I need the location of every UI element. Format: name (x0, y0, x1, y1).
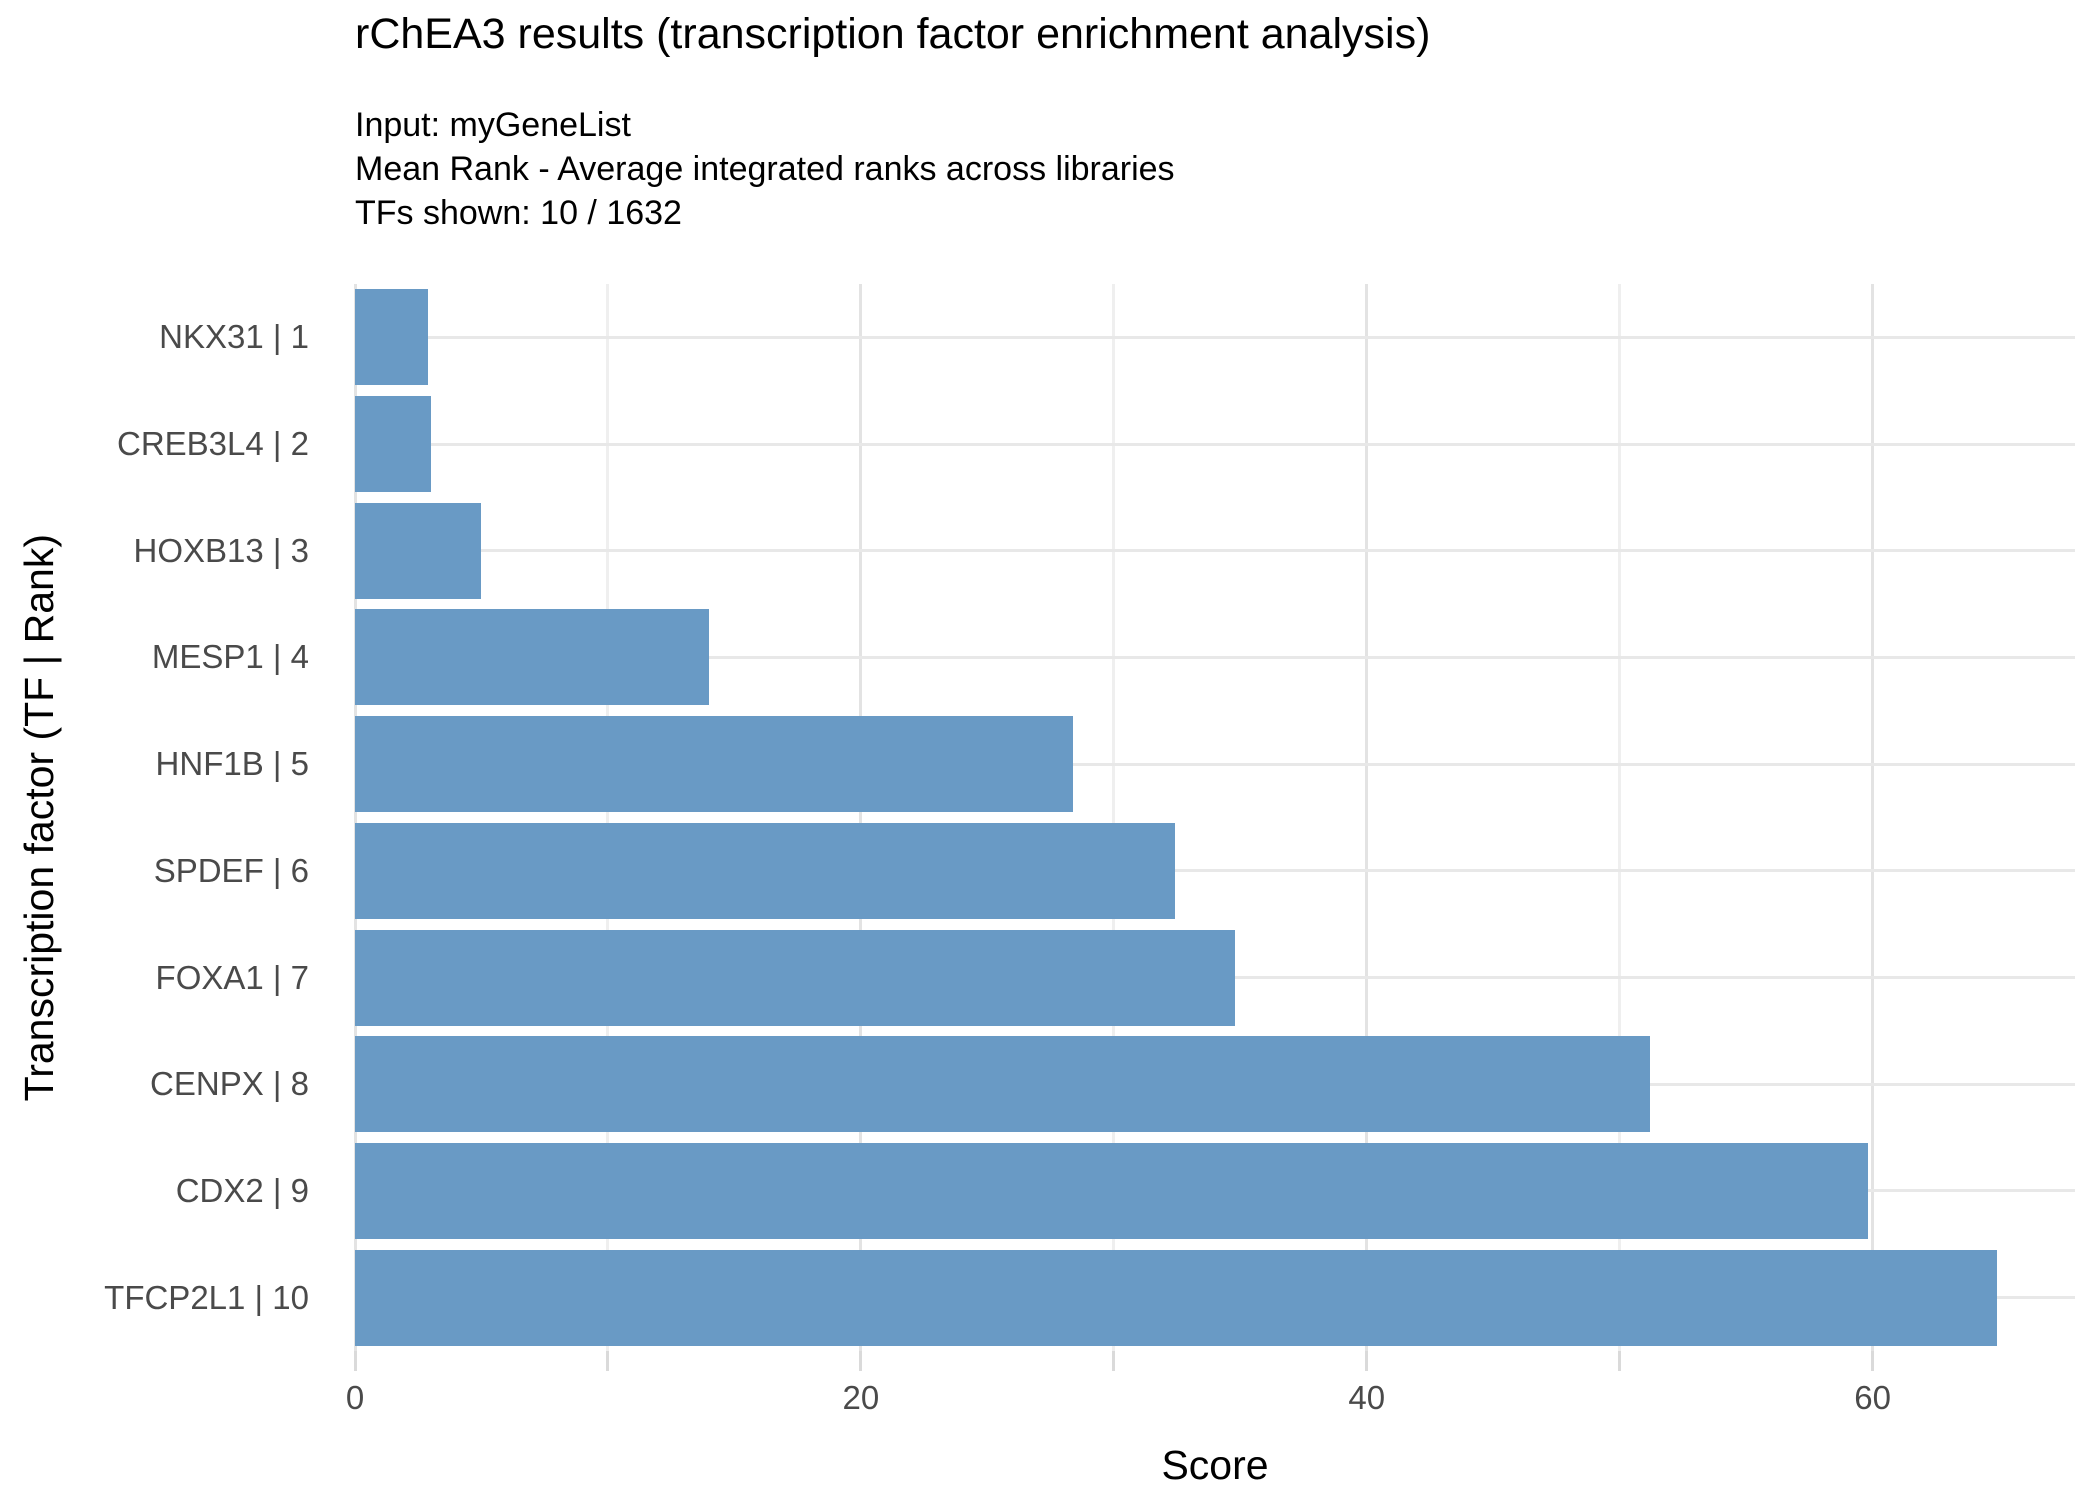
y-tick-label-row: NKX31 | 1 (0, 284, 333, 391)
y-tick-label-row: SPDEF | 6 (0, 818, 333, 925)
y-tick-label: NKX31 | 1 (159, 318, 309, 356)
bar-foxa1 (355, 929, 1236, 1026)
x-tick-label: 0 (345, 1379, 365, 1416)
x-axis-title: Score (1161, 1442, 1269, 1488)
x-tick-label: 40 (1348, 1379, 1386, 1416)
y-major-gridline (355, 549, 2075, 553)
bar-tfcp2l1 (355, 1249, 1997, 1346)
bar-hoxb13 (355, 502, 482, 599)
bar-hnf1b (355, 716, 1074, 813)
y-axis-tick-labels: NKX31 | 1 CREB3L4 | 2 HOXB13 | 3 MESP1 | 4 H… (0, 284, 333, 1351)
y-tick-label: CREB3L4 | 2 (116, 425, 309, 463)
y-major-gridline (355, 762, 2075, 766)
y-tick-label-row: HNF1B | 5 (0, 711, 333, 818)
y-tick-label: CDX2 | 9 (175, 1171, 309, 1209)
x-tick-mark (1365, 1351, 1369, 1371)
bar-spdef (355, 822, 1175, 919)
x-tick-label: 20 (842, 1379, 880, 1416)
chart-subtitle: Input: myGeneList Mean Rank - Average in… (355, 103, 1175, 235)
y-tick-label-row: HOXB13 | 3 (0, 497, 333, 604)
subtitle-count-line: TFs shown: 10 / 1632 (355, 194, 682, 232)
bar-mesp1 (355, 609, 710, 706)
x-major-gridline (353, 284, 357, 1351)
chart-title: rChEA3 results (transcription factor enr… (355, 10, 1431, 58)
x-minor-gridline (1618, 284, 1622, 1351)
bar-cdx2 (355, 1142, 1868, 1239)
x-tick-mark (353, 1351, 357, 1371)
y-tick-label: SPDEF | 6 (153, 851, 309, 889)
x-minor-gridline (1112, 284, 1116, 1351)
y-major-gridline (355, 335, 2075, 339)
x-minor-gridline (606, 284, 610, 1351)
bar-creb3l4 (355, 396, 431, 493)
bar-nkx31 (355, 289, 429, 386)
subtitle-input-line: Input: myGeneList (355, 106, 631, 144)
x-tick-label: 60 (1854, 1379, 1891, 1416)
y-tick-label-row: FOXA1 | 7 (0, 924, 333, 1031)
x-major-gridline (1365, 284, 1369, 1351)
x-tick-mark (859, 1351, 863, 1371)
y-tick-label: CENPX | 8 (150, 1065, 309, 1103)
x-major-gridline (859, 284, 863, 1351)
y-tick-label-row: CDX2 | 9 (0, 1138, 333, 1245)
y-tick-label-row: TFCP2L1 | 10 (0, 1244, 333, 1351)
x-tick-mark (606, 1351, 610, 1371)
y-tick-label: TFCP2L1 | 10 (104, 1278, 309, 1316)
x-tick-mark (1618, 1351, 1622, 1371)
x-tick-mark (1871, 1351, 1875, 1371)
bar-cenpx (355, 1036, 1651, 1133)
x-tick-mark (1112, 1351, 1116, 1371)
y-tick-label: HOXB13 | 3 (133, 531, 310, 569)
y-major-gridline (355, 442, 2075, 446)
y-tick-label: FOXA1 | 7 (155, 958, 309, 996)
plot-panel (353, 284, 2075, 1351)
y-tick-label-row: CENPX | 8 (0, 1031, 333, 1138)
y-tick-label-row: MESP1 | 4 (0, 604, 333, 711)
subtitle-method-line: Mean Rank - Average integrated ranks acr… (355, 150, 1175, 188)
y-tick-label: MESP1 | 4 (151, 638, 309, 676)
y-tick-label: HNF1B | 5 (155, 745, 309, 783)
y-tick-label-row: CREB3L4 | 2 (0, 391, 333, 498)
y-major-gridline (355, 655, 2075, 659)
y-major-gridline (355, 869, 2075, 873)
x-major-gridline (1871, 284, 1875, 1351)
